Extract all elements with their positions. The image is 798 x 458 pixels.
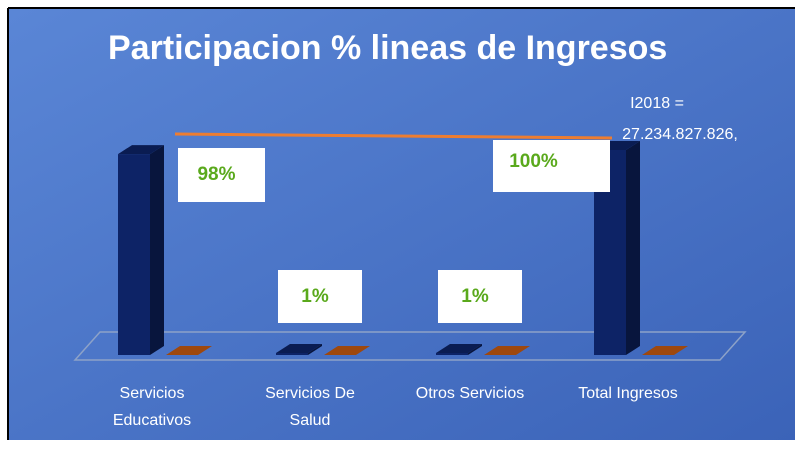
data-label-box	[178, 148, 265, 202]
bar	[436, 343, 482, 355]
bar-face	[484, 346, 530, 355]
annotation: 27.234.827.826,	[622, 126, 738, 143]
x-tick-label: Total Ingresos	[578, 385, 678, 402]
bar-face	[626, 141, 640, 355]
x-tick-label: Otros Servicios	[415, 385, 525, 402]
bar	[642, 346, 688, 355]
bar-face	[118, 154, 150, 355]
chart-title: Participacion % lineas de Ingresos	[108, 29, 667, 67]
bar	[276, 343, 322, 355]
bar-face	[468, 343, 482, 355]
data-label: 98%	[197, 164, 235, 185]
x-tick-label: Servicios Educativos	[112, 385, 192, 429]
data-label-box	[493, 140, 610, 192]
bar	[484, 346, 530, 355]
bar-face	[642, 346, 688, 355]
bar-face	[166, 346, 212, 355]
data-label-box	[278, 270, 362, 323]
bar-face	[324, 346, 370, 355]
bar	[118, 145, 164, 355]
bar-face	[594, 150, 626, 355]
x-tick-label: Servicios De Salud	[265, 385, 355, 429]
bar-face	[118, 145, 164, 155]
bar	[324, 346, 370, 355]
bar-face	[276, 343, 322, 353]
data-label: 1%	[461, 286, 489, 307]
floor	[73, 331, 747, 361]
bar-face	[436, 352, 468, 355]
bar-face	[276, 352, 308, 355]
bar	[594, 141, 640, 355]
data-label-box	[438, 270, 522, 323]
bar	[166, 346, 212, 355]
bar-face	[150, 145, 164, 355]
data-label: 100%	[509, 151, 558, 172]
bar-face	[436, 343, 482, 353]
bar-face	[308, 343, 322, 355]
reference-line	[174, 132, 613, 140]
data-label: 1%	[301, 286, 329, 307]
annotation: I2018 =	[630, 95, 684, 112]
